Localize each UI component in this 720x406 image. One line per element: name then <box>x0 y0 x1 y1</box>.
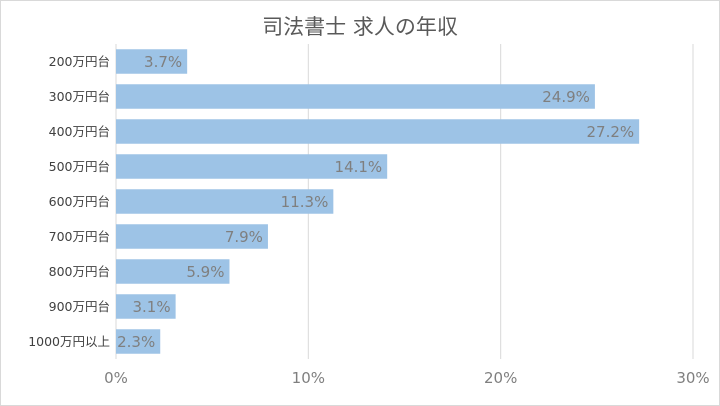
category-label-7: 900万円台 <box>49 299 110 314</box>
x-tick-label-0: 0% <box>104 369 128 387</box>
bar-6 <box>116 259 230 284</box>
bar-4 <box>116 189 334 214</box>
category-label-4: 600万円台 <box>49 194 110 209</box>
data-label-2: 27.2% <box>586 123 634 141</box>
x-tick-label-3: 30% <box>676 369 709 387</box>
category-label-2: 400万円台 <box>49 124 110 139</box>
data-label-7: 3.1% <box>133 298 171 316</box>
category-label-3: 500万円台 <box>49 159 110 174</box>
data-label-6: 5.9% <box>186 263 224 281</box>
bar-3 <box>116 154 388 179</box>
bar-7 <box>116 294 176 319</box>
data-label-0: 3.7% <box>144 53 182 71</box>
category-label-6: 800万円台 <box>49 264 110 279</box>
bar-0 <box>116 49 188 74</box>
category-label-0: 200万円台 <box>49 54 110 69</box>
bar-5 <box>116 224 268 249</box>
data-label-1: 24.9% <box>542 88 590 106</box>
chart-title: 司法書士 求人の年収 <box>262 15 458 39</box>
bar-1 <box>116 84 595 109</box>
category-label-5: 700万円台 <box>49 229 110 244</box>
data-label-3: 14.1% <box>335 158 383 176</box>
data-label-8: 2.3% <box>117 333 155 351</box>
bar-8 <box>116 329 161 354</box>
x-tick-label-2: 20% <box>484 369 517 387</box>
category-label-1: 300万円台 <box>49 89 110 104</box>
x-tick-label-1: 10% <box>292 369 325 387</box>
bar-2 <box>116 119 640 144</box>
data-label-4: 11.3% <box>281 193 329 211</box>
data-label-5: 7.9% <box>225 228 263 246</box>
category-label-8: 1000万円以上 <box>28 334 110 349</box>
